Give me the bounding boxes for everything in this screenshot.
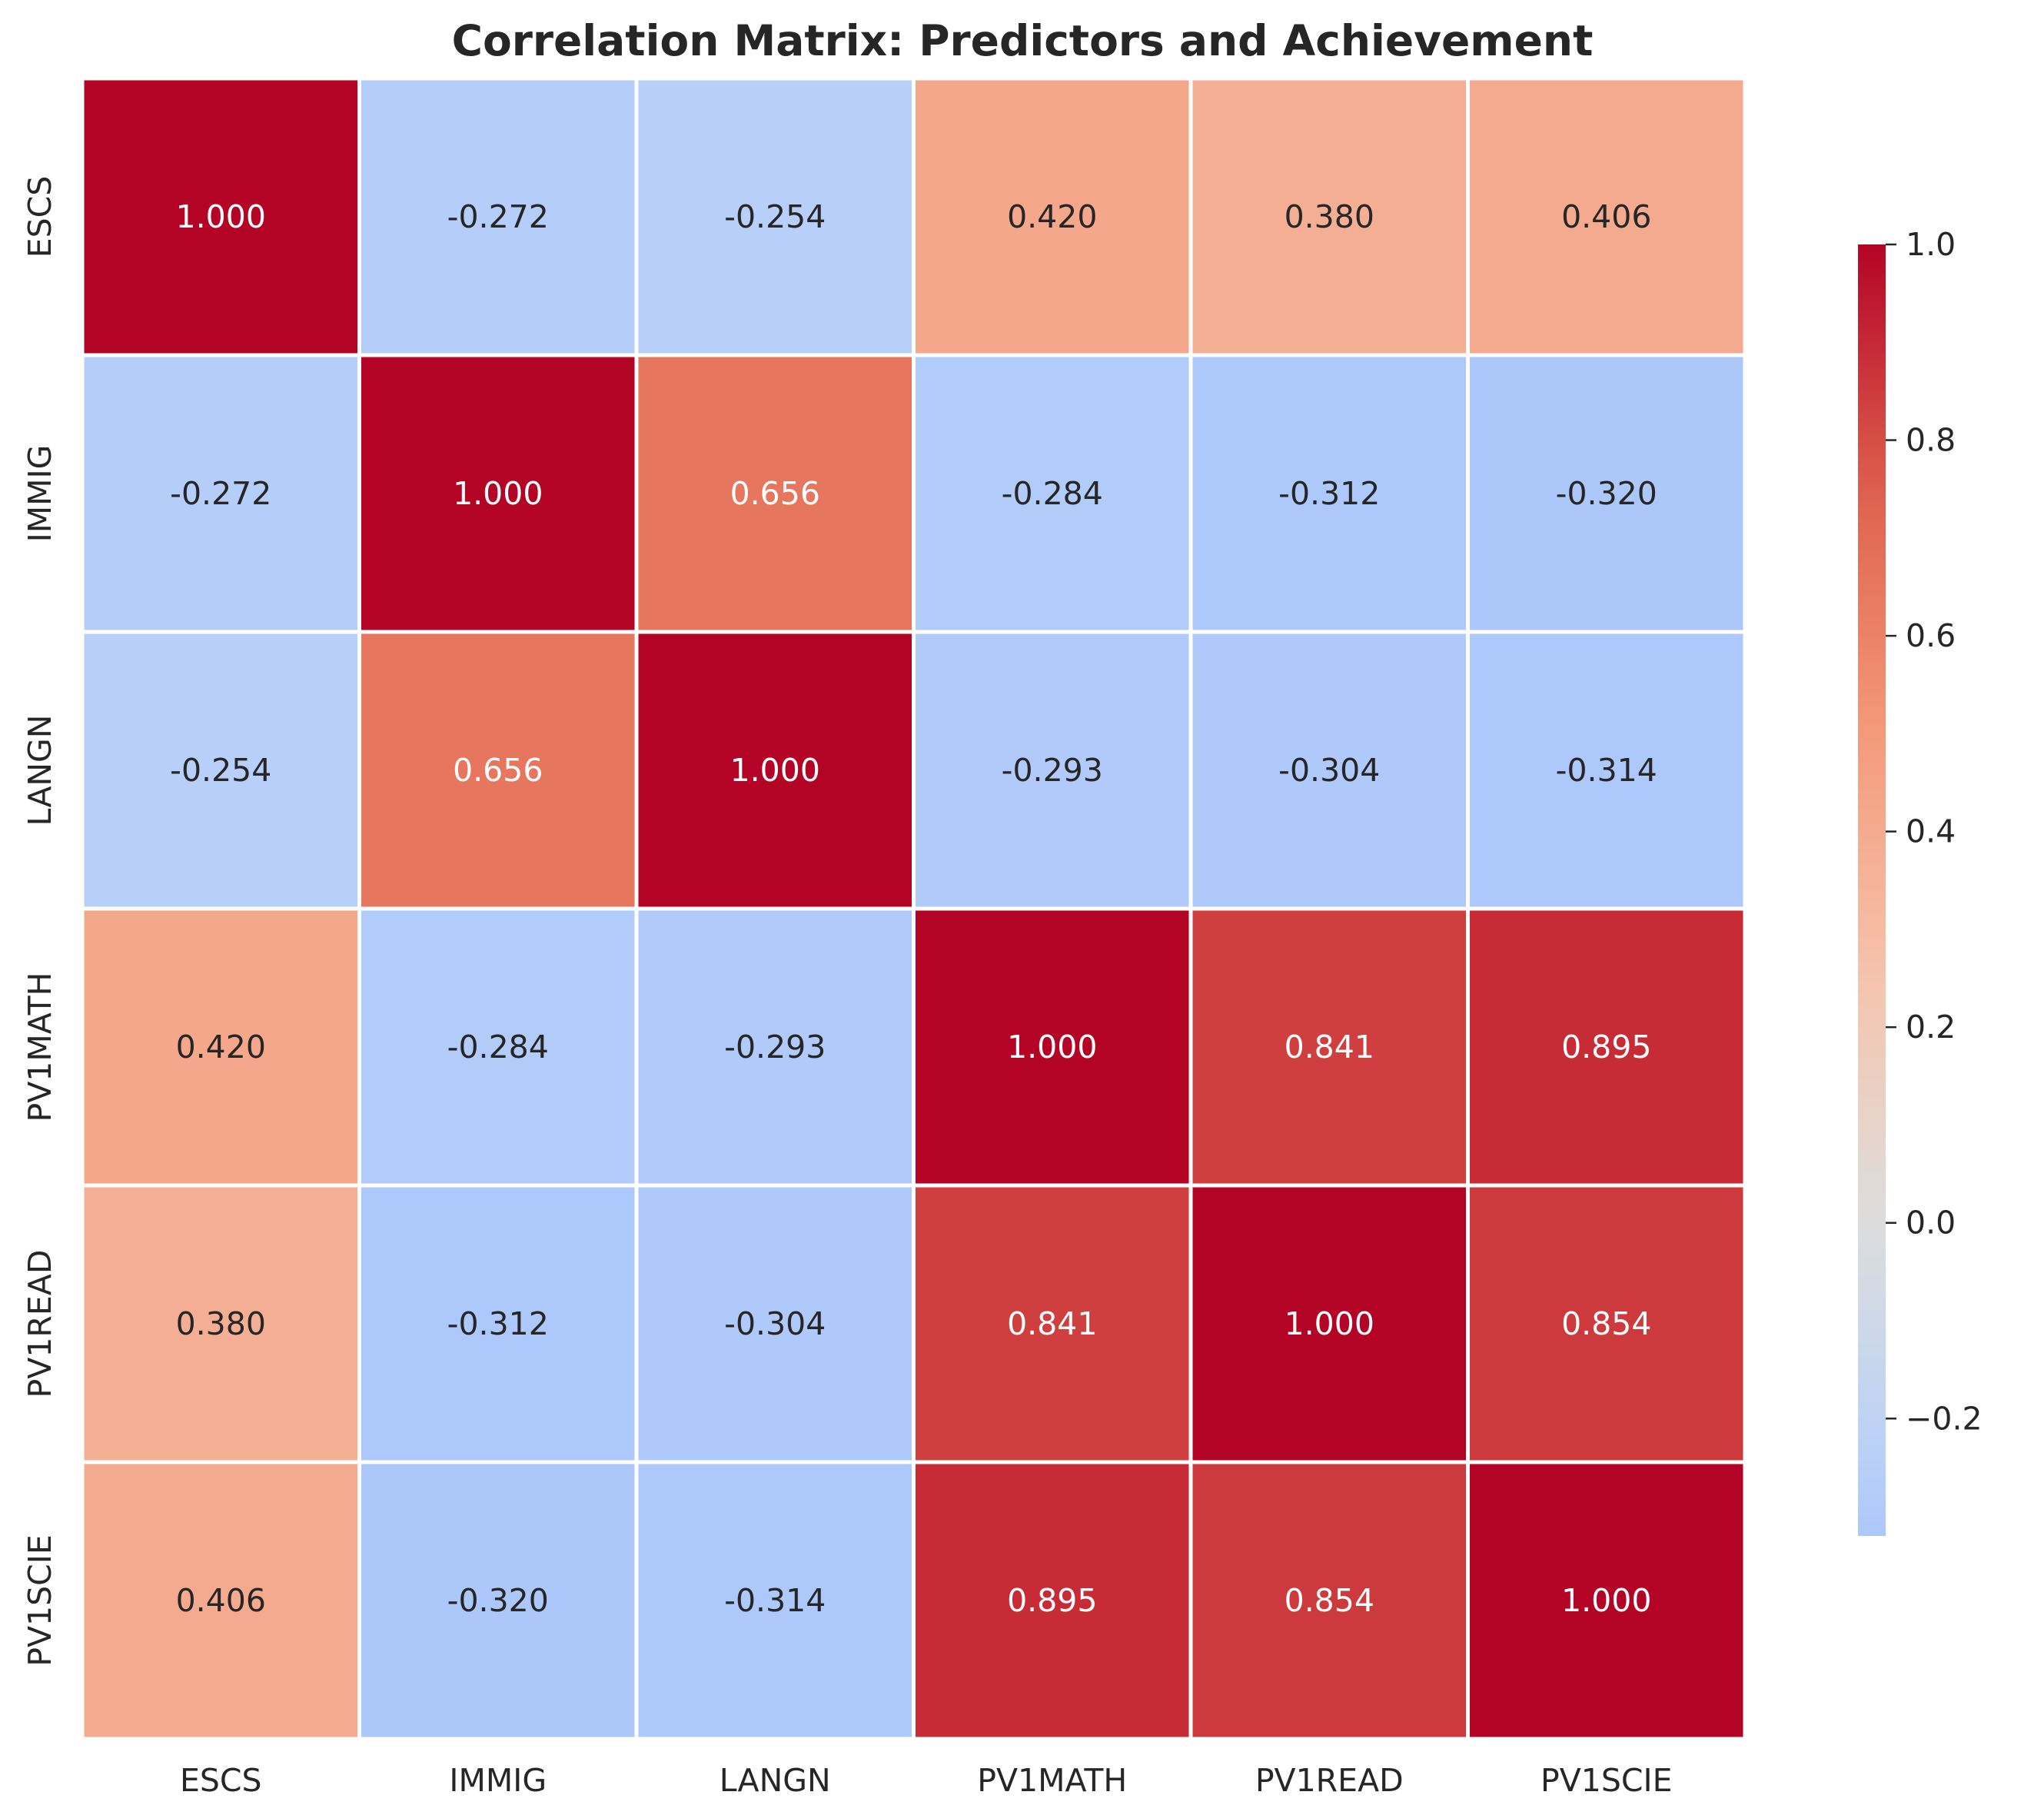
cell-value-label: -0.304 — [724, 1305, 826, 1342]
cell-value-label: -0.314 — [1556, 752, 1657, 789]
heatmap-cell-pv1read-pv1math — [912, 1183, 1193, 1464]
cell-value-label: 1.000 — [453, 475, 543, 512]
heatmap-cell-escs-pv1math — [912, 76, 1193, 357]
heatmap-cell-pv1read-pv1scie — [1466, 1183, 1747, 1464]
cell-value-label: 0.854 — [1561, 1305, 1651, 1342]
x-tick-label: PV1READ — [1255, 1762, 1404, 1799]
cell-value-label: 0.420 — [1007, 198, 1097, 235]
y-tick-label: ESCS — [22, 176, 58, 258]
heatmap-cell-immig-pv1math — [912, 353, 1193, 634]
cell-value-label: -0.293 — [1002, 752, 1103, 789]
colorbar-tick-label: 0.0 — [1906, 1205, 1956, 1242]
cell-value-label: -0.320 — [447, 1582, 549, 1619]
heatmap-cell-langn-pv1math — [912, 630, 1193, 911]
cell-value-label: 0.406 — [1561, 198, 1651, 235]
cell-value-label: 1.000 — [1561, 1582, 1651, 1619]
colorbar-tick-label: −0.2 — [1906, 1400, 1983, 1437]
heatmap-cell-langn-pv1read — [1188, 630, 1470, 911]
cell-value-label: 0.854 — [1285, 1582, 1374, 1619]
y-tick-label: IMMIG — [22, 445, 58, 543]
y-tick-label: LANGN — [22, 715, 58, 826]
heatmap-cell-pv1math-pv1scie — [1466, 906, 1747, 1188]
heatmap-cell-pv1math-escs — [80, 906, 361, 1188]
x-tick-label: PV1SCIE — [1540, 1762, 1673, 1799]
heatmap-cell-immig-pv1scie — [1466, 353, 1747, 634]
cell-value-label: 1.000 — [1007, 1029, 1097, 1065]
x-tick-label: ESCS — [180, 1762, 262, 1799]
cell-value-label: 0.841 — [1007, 1305, 1097, 1342]
heatmap-cell-langn-pv1scie — [1466, 630, 1747, 911]
heatmap-cell-escs-immig — [357, 76, 639, 357]
heatmap-cell-pv1scie-pv1math — [912, 1460, 1193, 1741]
cell-value-label: -0.284 — [447, 1029, 549, 1065]
heatmap-cell-pv1read-pv1read — [1188, 1183, 1470, 1464]
x-axis-tick-labels: ESCS IMMIG LANGN PV1MATH PV1READ PV1SCIE — [180, 1762, 1673, 1799]
heatmap-cell-escs-pv1scie — [1466, 76, 1747, 357]
cell-value-label: 0.841 — [1285, 1029, 1374, 1065]
colorbar-tick-label: 0.4 — [1906, 813, 1956, 850]
cell-value-label: -0.304 — [1278, 752, 1380, 789]
heatmap-cell-pv1read-langn — [634, 1183, 916, 1464]
heatmap-cell-pv1math-pv1math — [912, 906, 1193, 1188]
cell-value-label: -0.284 — [1002, 475, 1103, 512]
y-axis-tick-labels: ESCS IMMIG LANGN PV1MATH PV1READ PV1SCIE — [22, 176, 58, 1667]
cell-value-label: -0.312 — [1278, 475, 1380, 512]
colorbar: −0.2 0.0 0.2 0.4 0.6 0.8 1.0 — [1858, 226, 1983, 1536]
heatmap-cell-pv1math-pv1read — [1188, 906, 1470, 1188]
cell-value-label: 1.000 — [1285, 1305, 1374, 1342]
heatmap-cell-pv1math-immig — [357, 906, 639, 1188]
heatmap-cells — [80, 76, 1747, 1741]
cell-value-label: 0.380 — [1285, 198, 1374, 235]
colorbar-tick-label: 0.2 — [1906, 1009, 1956, 1045]
cell-value-label: 0.420 — [176, 1029, 266, 1065]
colorbar-tick-label: 0.6 — [1906, 617, 1956, 654]
heatmap-cell-pv1scie-pv1read — [1188, 1460, 1470, 1741]
heatmap-cell-langn-immig — [357, 630, 639, 911]
cell-value-label: -0.312 — [447, 1305, 549, 1342]
cell-value-label: 0.895 — [1561, 1029, 1651, 1065]
heatmap-cell-pv1scie-pv1scie — [1466, 1460, 1747, 1741]
heatmap-cell-escs-escs — [80, 76, 361, 357]
cell-value-label: 0.895 — [1007, 1582, 1097, 1619]
y-tick-label: PV1READ — [22, 1250, 58, 1398]
cell-value-label: -0.272 — [447, 198, 549, 235]
y-tick-label: PV1SCIE — [22, 1534, 58, 1667]
cell-value-label: -0.254 — [170, 752, 271, 789]
y-tick-label: PV1MATH — [22, 972, 58, 1122]
x-tick-label: PV1MATH — [977, 1762, 1127, 1799]
colorbar-tick-label: 1.0 — [1906, 226, 1956, 263]
heatmap-cell-pv1read-escs — [80, 1183, 361, 1464]
cell-value-labels: 1.000 -0.272 -0.254 0.420 0.380 0.406 -0.272 1.… — [170, 198, 1657, 1619]
cell-value-label: 1.000 — [176, 198, 266, 235]
x-tick-label: LANGN — [720, 1762, 831, 1799]
heatmap-cell-pv1math-langn — [634, 906, 916, 1188]
cell-value-label: 0.380 — [176, 1305, 266, 1342]
heatmap-cell-escs-langn — [634, 76, 916, 357]
colorbar-gradient — [1858, 244, 1886, 1536]
cell-value-label: -0.272 — [170, 475, 271, 512]
cell-value-label: -0.254 — [724, 198, 826, 235]
cell-value-label: -0.293 — [724, 1029, 826, 1065]
cell-value-label: -0.314 — [724, 1582, 826, 1619]
heatmap-cell-pv1scie-escs — [80, 1460, 361, 1741]
cell-value-label: 0.656 — [730, 475, 820, 512]
colorbar-tick-label: 0.8 — [1906, 422, 1956, 459]
chart-title: Correlation Matrix: Predictors and Achie… — [452, 16, 1594, 65]
cell-value-label: 0.406 — [176, 1582, 266, 1619]
x-tick-label: IMMIG — [449, 1762, 547, 1799]
cell-value-label: 0.656 — [453, 752, 543, 789]
cell-value-label: 1.000 — [730, 752, 820, 789]
cell-value-label: -0.320 — [1556, 475, 1657, 512]
heatmap-cell-immig-immig — [357, 353, 639, 634]
